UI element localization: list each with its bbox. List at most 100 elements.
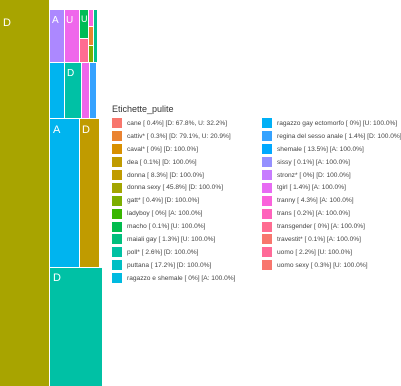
legend-label: ladyboy [ 0%] [A: 100.0%] [127, 210, 203, 218]
legend-item: transgender [ 0%] [A: 100.0%] [262, 220, 401, 233]
legend-swatch [262, 234, 272, 245]
treemap-tile-donna [80, 119, 99, 267]
legend-item: regina del sesso anale [ 1.4%] [D: 100.0… [262, 130, 401, 143]
legend-label: tranny [ 4.3%] [A: 100.0%] [277, 197, 354, 205]
legend-label: transgender [ 0%] [A: 100.0%] [277, 223, 365, 231]
legend-label: regina del sesso anale [ 1.4%] [D: 100.0… [277, 132, 401, 140]
legend-item: ladyboy [ 0%] [A: 100.0%] [112, 207, 262, 220]
legend-label: uomo sexy [ 0.3%] [U: 100.0%] [277, 261, 368, 269]
treemap-tile-puttana [50, 268, 102, 386]
treemap-tile-small-5 [89, 46, 93, 62]
legend-item: ragazzo gay ectomorfo [ 0%] [U: 100.0%] [262, 117, 401, 130]
treemap: D A D D A U U D [0, 0, 102, 386]
legend-column-right: ragazzo gay ectomorfo [ 0%] [U: 100.0%] r… [262, 117, 401, 272]
treemap-tile-shemale [50, 119, 79, 267]
tile-label-puttana: D [53, 272, 61, 284]
treemap-tile-small-1 [80, 10, 88, 38]
tile-label-donna: D [82, 124, 90, 136]
legend-label: sissy [ 0.1%] [A: 100.0%] [277, 158, 350, 166]
legend-swatch [112, 221, 122, 232]
legend-label: dea [ 0.1%] [D: 100.0%] [127, 158, 197, 166]
legend-item: ragazzo e shemale [ 0%] [A: 100.0%] [112, 272, 262, 285]
legend-swatch [112, 118, 122, 129]
legend-label: stronz* [ 0%] [D: 100.0%] [277, 171, 351, 179]
legend-item: dea [ 0.1%] [D: 100.0%] [112, 156, 262, 169]
legend-item: cattiv* [ 0.3%] [D: 79.1%, U: 20.9%] [112, 130, 262, 143]
legend-item: uomo sexy [ 0.3%] [U: 100.0%] [262, 259, 401, 272]
treemap-tile-trans [50, 63, 64, 118]
legend-label: caval* [ 0%] [D: 100.0%] [127, 145, 199, 153]
legend-swatch [262, 247, 272, 258]
legend-item: travestit* [ 0.1%] [A: 100.0%] [262, 233, 401, 246]
legend-item: sissy [ 0.1%] [A: 100.0%] [262, 156, 401, 169]
treemap-tile-maiali-gay [65, 10, 79, 62]
legend-label: puttana [ 17.2%] [D: 100.0%] [127, 261, 212, 269]
tile-label-shemale: A [53, 124, 61, 136]
legend-title: Etichette_pulite [112, 104, 174, 114]
legend-column-left: cane [ 0.4%] [D: 67.8%, U: 32.2%] cattiv*… [112, 117, 262, 285]
legend-item: stronz* [ 0%] [D: 100.0%] [262, 169, 401, 182]
legend-swatch [112, 144, 122, 155]
legend-label: poll* [ 2.6%] [D: 100.0%] [127, 248, 199, 256]
legend-label: gatt* [ 0.4%] [D: 100.0%] [127, 197, 200, 205]
tile-label-donna-sexy: D [3, 17, 11, 29]
legend-swatch [262, 208, 272, 219]
treemap-tile-small-6 [94, 10, 97, 62]
legend-swatch [112, 260, 122, 271]
legend-label: tgirl [ 1.4%] [A: 100.0%] [277, 184, 346, 192]
legend-swatch [262, 182, 272, 193]
legend-item: cane [ 0.4%] [D: 67.8%, U: 32.2%] [112, 117, 262, 130]
tile-label-tranny: A [52, 15, 59, 26]
treemap-tile-small-2 [80, 39, 88, 62]
legend-swatch [112, 247, 122, 258]
legend-label: trans [ 0.2%] [A: 100.0%] [277, 210, 350, 218]
treemap-tile-regina [90, 63, 96, 118]
treemap-tile-tranny [50, 10, 64, 62]
treemap-tile-tgirl [82, 63, 89, 118]
legend-label: donna sexy [ 45.8%] [D: 100.0%] [127, 184, 224, 192]
legend-swatch [112, 234, 122, 245]
legend-item: gatt* [ 0.4%] [D: 100.0%] [112, 194, 262, 207]
treemap-tile-poll [65, 63, 81, 118]
legend-label: travestit* [ 0.1%] [A: 100.0%] [277, 235, 361, 243]
legend-item: macho [ 0.1%] [U: 100.0%] [112, 220, 262, 233]
legend-item: donna sexy [ 45.8%] [D: 100.0%] [112, 181, 262, 194]
legend-swatch [112, 273, 122, 284]
legend-swatch [112, 195, 122, 206]
legend-swatch [262, 170, 272, 180]
tile-label-poll: D [67, 68, 74, 79]
legend-label: uomo [ 2.2%] [U: 100.0%] [277, 248, 353, 256]
treemap-tile-small-3 [89, 10, 93, 26]
legend-item: caval* [ 0%] [D: 100.0%] [112, 143, 262, 156]
legend-item: tgirl [ 1.4%] [A: 100.0%] [262, 181, 401, 194]
legend-swatch [112, 157, 122, 168]
legend-item: donna [ 8.3%] [D: 100.0%] [112, 169, 262, 182]
treemap-tile-small-4 [89, 27, 93, 45]
legend-swatch [262, 118, 272, 129]
legend-label: cane [ 0.4%] [D: 67.8%, U: 32.2%] [127, 119, 228, 127]
legend-swatch [262, 260, 272, 271]
legend-swatch [262, 144, 272, 155]
legend-label: shemale [ 13.5%] [A: 100.0%] [277, 145, 364, 153]
legend-label: ragazzo e shemale [ 0%] [A: 100.0%] [127, 274, 236, 282]
legend-swatch [112, 170, 122, 180]
legend-swatch [262, 195, 272, 206]
legend-item: trans [ 0.2%] [A: 100.0%] [262, 207, 401, 220]
legend-swatch [112, 208, 122, 219]
legend-item: shemale [ 13.5%] [A: 100.0%] [262, 143, 401, 156]
legend-label: donna [ 8.3%] [D: 100.0%] [127, 171, 204, 179]
legend-item: poll* [ 2.6%] [D: 100.0%] [112, 246, 262, 259]
treemap-tile-donna-sexy [0, 0, 49, 386]
legend-label: cattiv* [ 0.3%] [D: 79.1%, U: 20.9%] [127, 132, 231, 140]
legend-item: maiali gay [ 1.3%] [U: 100.0%] [112, 233, 262, 246]
legend-label: maiali gay [ 1.3%] [U: 100.0%] [127, 235, 216, 243]
legend-swatch [112, 131, 122, 142]
legend-item: puttana [ 17.2%] [D: 100.0%] [112, 259, 262, 272]
legend: Etichette_pulite cane [ 0.4%] [D: 67.8%,… [112, 104, 401, 284]
tile-label-maiali-gay: U [66, 15, 73, 26]
tile-label-uomo: U [81, 14, 88, 24]
legend-swatch [112, 182, 122, 193]
legend-swatch [262, 221, 272, 232]
legend-item: uomo [ 2.2%] [U: 100.0%] [262, 246, 401, 259]
legend-label: macho [ 0.1%] [U: 100.0%] [127, 223, 206, 231]
